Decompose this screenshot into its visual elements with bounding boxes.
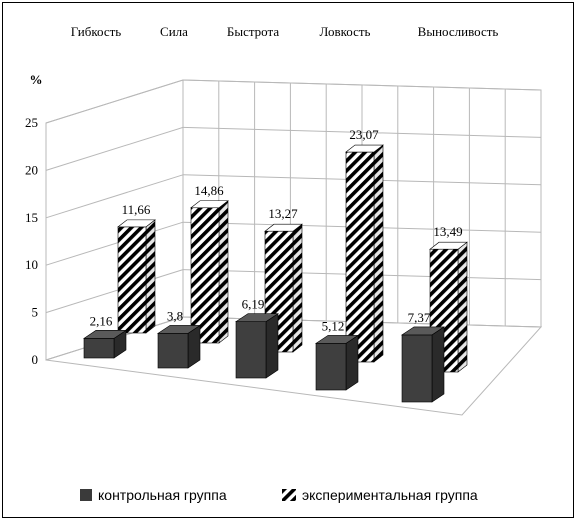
category-label: Быстрота [227,24,279,39]
bar-experimental-top [117,219,156,228]
bar-experimental-top [190,200,229,209]
bar-experimental-front [117,226,147,334]
legend-item-experimental: экспериментальная группа [282,487,478,503]
bar-experimental-top [345,144,384,153]
bar-experimental-top [264,223,303,232]
bar-control-front [235,321,267,379]
gridline-left [45,269,184,314]
y-tick-label: 5 [32,305,39,320]
legend-label-experimental: экспериментальная группа [302,487,478,503]
bar-experimental-side [457,241,468,373]
gridline-left [45,126,184,171]
data-label-control: 2,16 [90,313,113,328]
bar-control-top [401,326,445,336]
left-wall [45,79,184,361]
bar-experimental-front [345,151,375,363]
bar-control-front [315,343,347,391]
bars [83,144,468,403]
data-label-experimental: 11,66 [122,202,151,217]
y-tick-label: 10 [25,257,38,272]
legend-swatch-experimental [282,489,296,501]
category-labels: Гибкость Сила Быстрота Ловкость Выносливость [71,24,499,39]
legend-label-control: контрольная группа [98,487,227,503]
bar-control-front [157,333,189,369]
data-label-experimental: 23,07 [349,127,379,142]
y-axis: 0 5 10 15 20 25% [25,72,43,367]
bar-experimental-front [190,207,220,344]
legend-swatch-control [80,489,92,501]
bar-control [401,326,445,403]
bar-control-side [431,326,445,403]
y-axis-title: % [30,72,43,87]
bar-control [83,329,127,359]
bar-control [235,313,279,379]
bar-control-top [235,313,279,322]
data-label-control: 7,37 [408,310,431,325]
category-label: Гибкость [71,24,122,39]
bar-control-side [265,313,279,379]
data-label-experimental: 14,86 [194,183,224,198]
category-label: Ловкость [320,24,371,39]
bar-experimental [264,223,303,353]
data-labels: 11,66 14,86 13,27 23,07 13,49 2,16 3,8 6,19 5,12… [90,127,463,333]
bar-control-side [345,334,359,391]
bar-experimental-side [145,219,156,334]
category-label: Выносливость [418,24,499,39]
bar-control-front [401,334,433,403]
bar-experimental [117,219,156,334]
bar-control-top [315,335,359,344]
category-label: Сила [160,24,188,39]
bar-control-top [157,325,201,334]
bar-control-top [83,330,127,339]
y-tick-label: 15 [25,210,38,225]
data-label-control: 5,12 [322,318,345,333]
bar-control-front [83,338,115,359]
data-label-control: 3,8 [167,308,183,323]
y-tick-label: 25 [25,115,38,130]
data-label-experimental: 13,27 [268,206,298,221]
y-tick-label: 20 [25,162,38,177]
gridline-left [45,79,184,124]
bar-experimental [345,144,384,363]
bar-experimental-top [429,241,468,250]
bar-experimental [190,200,229,344]
data-label-control: 6,19 [242,297,265,312]
y-tick-label: 0 [32,352,39,367]
bar-experimental-side [373,144,384,363]
gridline-left [45,174,184,219]
data-label-experimental: 13,49 [433,224,462,239]
bar-control [157,324,201,369]
bar-experimental-side [292,223,303,353]
bar-control [315,334,359,391]
bar-experimental-side [218,200,229,344]
legend-item-control: контрольная группа [80,487,227,503]
gridline-left [45,221,184,266]
